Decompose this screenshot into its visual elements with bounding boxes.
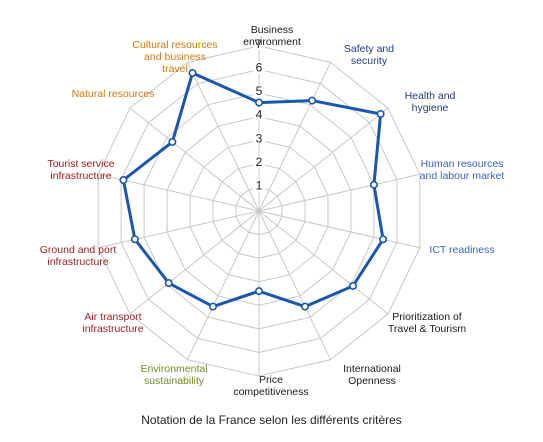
tick-label-bg [253,38,265,50]
tick-label-bg [253,108,265,121]
category-label: ICT readiness [429,244,494,256]
tick-label: 5 [256,84,263,98]
grid-spoke-10 [129,210,260,315]
grid-spoke-7 [258,210,332,360]
tick-label: 2 [256,155,263,169]
tick-label-bg [253,85,265,98]
grid-spoke-3 [258,107,389,212]
radar-chart: 1 2 3 4 5 6 7 Business environment Safety and sec… [40,24,505,398]
data-point [130,235,139,244]
tick-label: 7 [256,37,263,51]
tick-label-bg [253,61,265,74]
tick-label-bg [253,179,265,192]
grid-spoke-13 [129,107,260,212]
data-point [255,287,264,296]
tick-label: 3 [256,131,263,145]
category-label: Ground and port infrastructure [40,244,117,268]
data-point [348,281,357,290]
tick-label-bg [253,132,265,145]
radial-tick-labels: 1 2 3 4 5 6 7 [253,37,265,192]
data-point [119,176,128,185]
data-point [164,279,173,288]
grid-spoke-14 [186,62,260,212]
category-label: Tourist service infrastructure [47,158,114,182]
category-label: Natural resources [72,88,155,100]
category-label: Prioritization of Travel & Tourism [388,311,466,335]
tick-label: 6 [256,61,263,75]
grid-spoke-6 [258,210,389,315]
data-point [369,180,378,189]
category-label: Safety and security [344,43,394,67]
category-label: Price competitiveness [233,374,308,398]
grid-spoke-2 [258,62,332,212]
category-label: Health and hygiene [405,90,456,114]
tick-label: 1 [256,178,263,192]
data-point [301,302,310,311]
category-label: Air transport infrastructure [82,311,143,335]
category-labels: Business environment Safety and security Hea… [40,24,505,398]
data-point [208,302,217,311]
series-layer [119,68,388,311]
category-label: Human resources and labour market [420,158,505,182]
grid-spoke-4 [258,173,420,212]
data-point [168,137,177,146]
chart-caption: Notation de la France selon les différen… [141,413,402,427]
category-label: Business environment [243,24,301,48]
grid-spoke-11 [98,210,260,249]
data-point [379,235,388,244]
category-label: International Openness [343,363,401,387]
grid-spoke-5 [258,210,420,249]
tick-label: 4 [256,108,263,122]
data-point [255,98,264,107]
category-label: Cultural resources and business travel [132,39,217,75]
grid-spoke-9 [186,210,260,360]
data-point [188,68,197,77]
tick-label-bg [253,155,265,168]
category-label: Environmental sustainability [140,363,207,387]
data-point [308,96,317,105]
data-point [376,110,385,119]
